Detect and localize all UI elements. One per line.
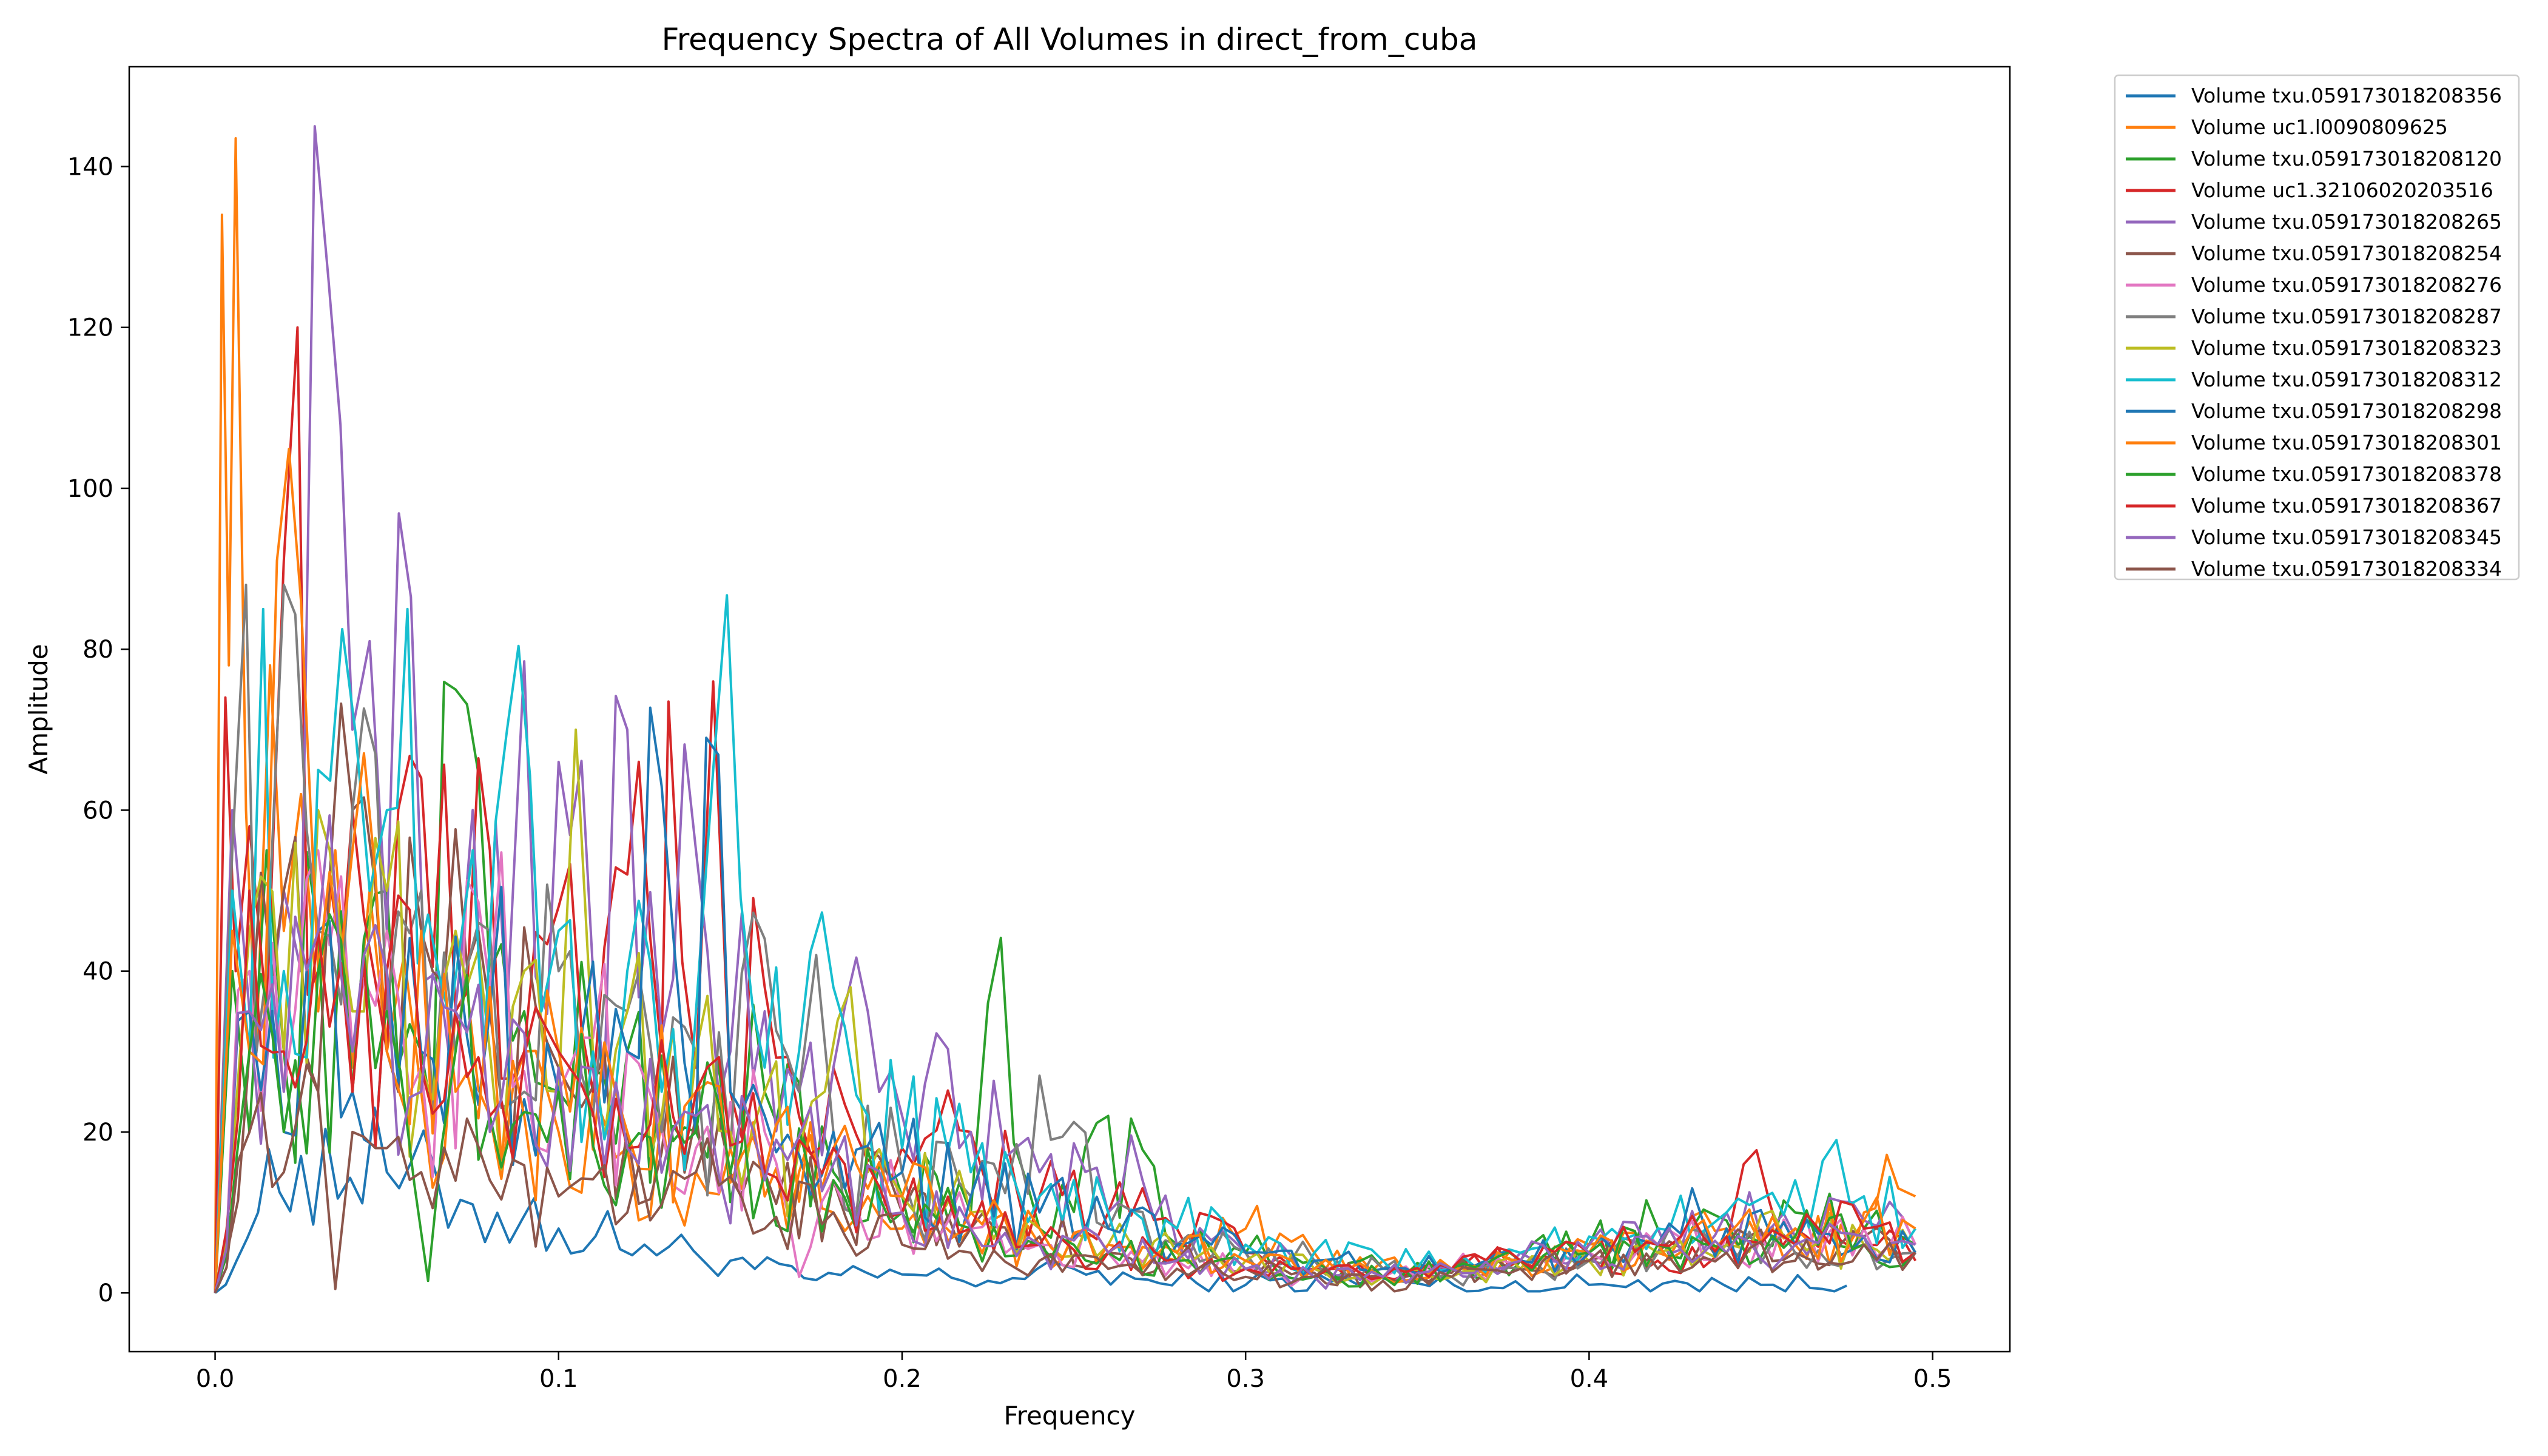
- y-tick-label: 80: [83, 636, 113, 664]
- legend-entry: Volume txu.059173018208312: [2191, 368, 2502, 391]
- y-tick-label: 40: [83, 958, 113, 986]
- legend-box: [2114, 74, 2520, 581]
- legend-entry: Volume txu.059173018208276: [2191, 273, 2502, 297]
- series-line-10: [214, 594, 1916, 1293]
- y-tick-label: 20: [83, 1119, 113, 1147]
- legend-entry: Volume txu.059173018208120: [2191, 147, 2502, 170]
- legend: Volume txu.059173018208356 Volume uc1.l00…: [2126, 84, 2502, 581]
- legend-entry: Volume txu.059173018208356: [2191, 84, 2502, 107]
- plot-frame: [128, 66, 2011, 1353]
- x-tick-label: 0.2: [883, 1365, 922, 1393]
- y-tick-label: 100: [67, 475, 113, 503]
- axes-layer: 0.0 0.1 0.2 0.3 0.4 0.5 0 20 40 60 80 100 120 140: [67, 153, 1952, 1393]
- legend-entry: Volume uc1.32106020203516: [2191, 178, 2493, 202]
- x-tick-label: 0.5: [1913, 1365, 1952, 1393]
- legend-entry: Volume txu.059173018208367: [2191, 494, 2502, 517]
- series-line-11: [214, 706, 1917, 1293]
- series-line-5: [214, 125, 1917, 1293]
- legend-entry: Volume txu.059173018208378: [2191, 462, 2502, 486]
- x-tick-label: 0.4: [1570, 1365, 1609, 1393]
- x-axis-label: Frequency: [1004, 1401, 1136, 1431]
- legend-entry: Volume txu.059173018208265: [2191, 210, 2502, 234]
- y-tick-label: 60: [83, 797, 113, 824]
- y-axis-label: Amplitude: [24, 644, 53, 774]
- x-tick-label: 0.0: [196, 1365, 235, 1393]
- series-line-4: [214, 326, 1917, 1293]
- x-tick-label: 0.1: [539, 1365, 578, 1393]
- chart-title: Frequency Spectra of All Volumes in dire…: [662, 22, 1478, 57]
- series-line-13: [214, 913, 1916, 1293]
- series-line-16: [214, 1063, 1916, 1294]
- legend-entry: Volume txu.059173018208287: [2191, 305, 2502, 328]
- y-tick-label: 140: [67, 153, 113, 181]
- series-line-2: [214, 137, 1916, 1293]
- legend-entry: Volume txu.059173018208323: [2191, 336, 2502, 360]
- x-tick-label: 0.3: [1226, 1365, 1265, 1393]
- legend-entry: Volume txu.059173018208334: [2191, 557, 2502, 581]
- series-line-15: [214, 814, 1916, 1293]
- series-line-1: [214, 1106, 1847, 1294]
- legend-entry: Volume txu.059173018208298: [2191, 399, 2502, 423]
- y-tick-label: 120: [67, 314, 113, 342]
- series-layer: [214, 125, 1917, 1294]
- legend-entry: Volume txu.059173018208345: [2191, 525, 2502, 549]
- legend-entry: Volume txu.059173018208254: [2191, 241, 2502, 265]
- legend-entry: Volume uc1.l0090809625: [2191, 115, 2448, 139]
- legend-entry: Volume txu.059173018208301: [2191, 431, 2502, 454]
- y-tick-label: 0: [98, 1279, 113, 1307]
